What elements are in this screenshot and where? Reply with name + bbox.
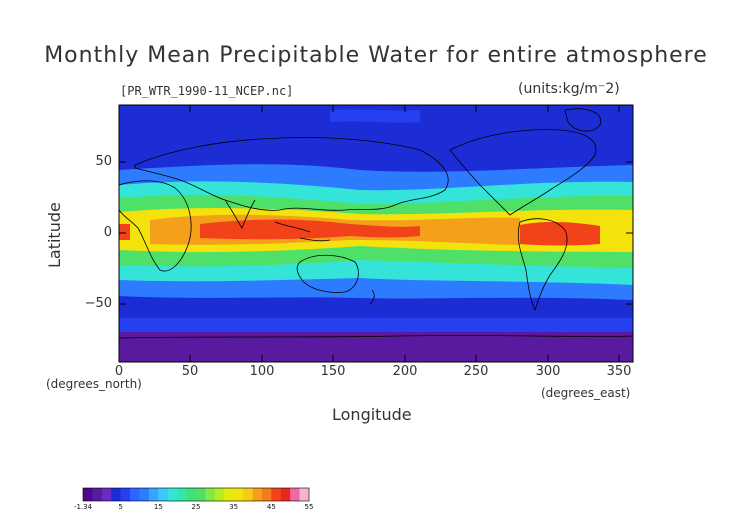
- colorbar-swatch: [243, 488, 253, 501]
- y-axis-unit: (degrees_north): [46, 377, 142, 391]
- colorbar-label: 5: [118, 503, 123, 511]
- field-max-africa-west: [119, 224, 130, 240]
- xtick-label-350: 350: [606, 364, 632, 379]
- colorbar-swatch: [196, 488, 206, 501]
- coastline-south-america: [517, 218, 568, 312]
- colorbar-swatch: [83, 488, 93, 501]
- colorbar-swatch: [205, 488, 216, 501]
- colorbar-label: 15: [153, 503, 163, 511]
- xtick-label-150: 150: [320, 364, 346, 379]
- xtick-label-200: 200: [392, 364, 418, 379]
- xtick-label-250: 250: [463, 364, 489, 379]
- colorbar-swatch: [167, 488, 178, 501]
- coastline-australia: [296, 254, 359, 293]
- coastline-antarctica: [119, 335, 633, 339]
- colorbar-swatch: [280, 488, 291, 501]
- colorbar-swatch: [101, 488, 112, 501]
- field-arctic-patch: [330, 109, 420, 123]
- coastlines: [119, 108, 633, 339]
- ytick-label-50: 50: [95, 154, 112, 169]
- coastline-eurasia: [134, 137, 449, 211]
- y-axis-label: Latitude: [45, 202, 64, 268]
- coastline-north-america: [449, 129, 597, 216]
- xtick-label-50: 50: [181, 364, 199, 379]
- field-southern-ocean-band: [119, 318, 633, 332]
- colorbar-swatch: [139, 488, 150, 501]
- field-max-america: [520, 222, 600, 246]
- ytick-label-minus50: −50: [84, 296, 112, 311]
- ytick-label-0: 0: [103, 225, 112, 240]
- precipitable-water-field: [119, 105, 633, 362]
- colorbar-swatch: [214, 488, 225, 501]
- coastline-maritime-continent: [274, 221, 331, 242]
- colorbar-swatch: [233, 488, 244, 501]
- colorbar-swatch: [186, 488, 197, 501]
- x-axis-label: Longitude: [332, 405, 412, 424]
- colorbar-swatch: [111, 488, 121, 501]
- dataset-filename: [PR_WTR_1990-11_NCEP.nc]: [120, 84, 294, 98]
- field-max-core: [200, 219, 420, 240]
- colorbar: [82, 487, 310, 502]
- colorbar-swatch: [120, 488, 131, 501]
- colorbar-swatch: [130, 488, 140, 501]
- colorbar-frame: [82, 487, 310, 502]
- colorbar-swatch: [177, 488, 187, 501]
- field-antarctic-band: [119, 330, 633, 362]
- units-label: (units:kg/m⁻2): [518, 81, 620, 97]
- colorbar-swatch: [148, 488, 159, 501]
- xtick-label-300: 300: [535, 364, 561, 379]
- colorbar-label: -1.34: [73, 503, 93, 511]
- xtick-label-0: 0: [114, 364, 124, 379]
- colorbar-swatch: [271, 488, 282, 501]
- colorbar-swatch: [252, 488, 263, 501]
- map-title: Monthly Mean Precipitable Water for enti…: [44, 43, 708, 68]
- xtick-label-100: 100: [249, 364, 275, 379]
- colorbar-label: 45: [266, 503, 276, 511]
- coastline-new-zealand: [369, 289, 375, 305]
- coastline-greenland: [564, 108, 602, 132]
- x-axis-unit: (degrees_east): [541, 386, 631, 400]
- axis-ticks: [118, 105, 633, 362]
- colorbar-swatch: [158, 488, 169, 501]
- colorbar-swatch: [261, 488, 272, 501]
- colorbar-label: 35: [229, 503, 239, 511]
- colorbar-label: 25: [191, 503, 201, 511]
- coastline-africa: [119, 180, 192, 272]
- colorbar-swatch: [290, 488, 300, 501]
- colorbar-swatch: [299, 488, 310, 501]
- colorbar-label: 55: [304, 503, 314, 511]
- coastline-india: [224, 199, 256, 229]
- colorbar-swatch: [92, 488, 103, 501]
- colorbar-swatch: [224, 488, 234, 501]
